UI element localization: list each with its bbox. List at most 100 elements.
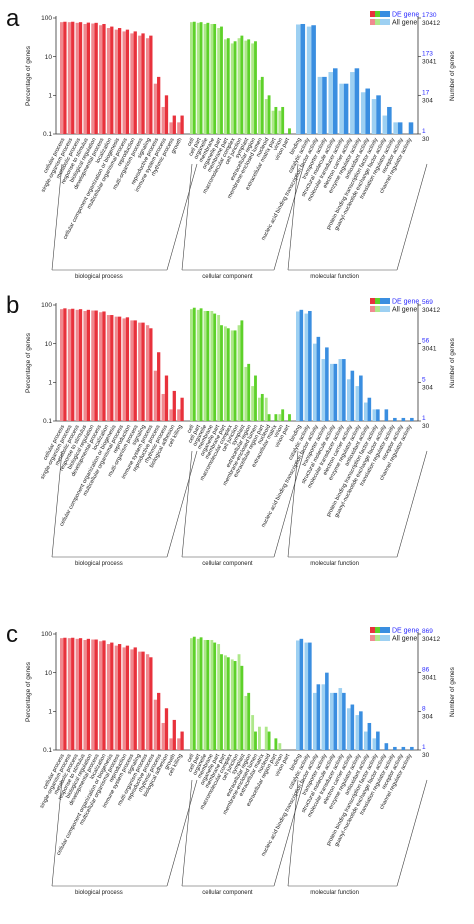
bar-de-gene (254, 731, 257, 750)
bar-all-gene (278, 110, 282, 134)
legend-swatch-de (375, 627, 380, 633)
bar-all-gene (258, 397, 261, 421)
bar-de-gene (384, 409, 389, 421)
bar-all-gene (371, 99, 377, 134)
bar-all-gene (169, 409, 173, 421)
bar-all-gene (122, 318, 126, 421)
right-tick-label-all: 304 (422, 384, 433, 391)
right-tick-label-de: 869 (422, 628, 433, 635)
bar-de-gene (333, 692, 338, 750)
legend-label-de: DE gene (392, 628, 419, 635)
bar-de-gene (172, 115, 176, 134)
legend-swatch-de (380, 11, 385, 17)
bar-de-gene (359, 375, 363, 421)
bar-all-gene (138, 35, 142, 135)
bar-de-gene (354, 68, 360, 134)
bar-de-gene (192, 307, 196, 421)
group-bracket-side (51, 779, 63, 887)
bar-all-gene (203, 23, 207, 135)
bar-all-gene (237, 654, 241, 750)
legend-swatch-de (370, 11, 375, 17)
bar-de-gene (393, 746, 397, 750)
legend-swatch-de (375, 298, 380, 304)
bar-de-gene (401, 417, 406, 421)
bar-de-gene (325, 347, 329, 421)
group-label: molecular function (310, 561, 359, 567)
legend-swatch-de (370, 627, 375, 633)
left-tick-label: 10 (45, 341, 53, 348)
legend-swatch-all (380, 19, 385, 25)
legend-swatch-all (385, 19, 390, 25)
bar-all-gene (196, 22, 200, 135)
bar-all-gene (83, 23, 87, 135)
bar-all-gene (130, 320, 134, 421)
bar-all-gene (177, 409, 181, 421)
legend-swatch-de (385, 298, 390, 304)
panel-letter: c (6, 621, 18, 648)
bar-all-gene (237, 325, 241, 421)
bar-de-gene (376, 731, 380, 750)
bar-de-gene (350, 704, 355, 750)
bar-de-gene (254, 41, 257, 135)
legend-label-all: All gene (392, 20, 417, 27)
bar-all-gene (251, 715, 255, 750)
right-tick-label-all: 3041 (422, 59, 437, 66)
bar-all-gene (338, 359, 343, 421)
bar-de-gene (172, 719, 176, 750)
bar-de-gene (125, 645, 130, 750)
bar-all-gene (321, 684, 326, 750)
group-bracket-side (51, 163, 63, 271)
bar-de-gene (281, 409, 285, 421)
bar-de-gene (316, 336, 321, 421)
bar-all-gene (296, 24, 301, 135)
bar-all-gene (83, 639, 87, 750)
group-label: cellular component (202, 274, 253, 280)
bar-all-gene (258, 726, 261, 750)
bar-de-gene (274, 738, 278, 750)
right-axis-label: Number of genes (449, 50, 456, 101)
bar-all-gene (203, 639, 207, 750)
bar-de-gene (233, 330, 237, 421)
bar-de-gene (86, 22, 90, 134)
right-tick-label-all: 3041 (422, 675, 437, 682)
group-bracket-side (181, 163, 193, 271)
bar-all-gene (67, 309, 72, 421)
bar-de-gene (401, 746, 406, 750)
bar-de-gene (206, 639, 210, 750)
bar-all-gene (304, 642, 309, 750)
bar-all-gene (91, 310, 95, 421)
bar-de-gene (199, 637, 203, 750)
bar-all-gene (264, 397, 268, 421)
bar-all-gene (75, 309, 79, 421)
bar-de-gene (192, 21, 196, 135)
bar-de-gene (199, 22, 203, 135)
bar-all-gene (99, 312, 103, 421)
group-bracket-side (166, 779, 198, 887)
right-tick-label-all: 30412 (422, 307, 440, 314)
bar-all-gene (237, 38, 241, 134)
bar-all-gene (122, 31, 126, 134)
bar-all-gene (393, 122, 398, 134)
legend-label-all: All gene (392, 307, 417, 314)
bar-all-gene (161, 106, 165, 134)
left-tick-label: 1 (48, 709, 52, 716)
legend-swatch-all (370, 635, 375, 641)
bar-all-gene (264, 99, 268, 134)
bar-de-gene (63, 308, 67, 421)
right-tick-label-all: 30412 (422, 636, 440, 643)
bar-all-gene (251, 43, 255, 134)
bar-de-gene (240, 665, 244, 750)
bar-all-gene (161, 722, 165, 750)
bar-all-gene (224, 326, 227, 421)
panel-letter: a (6, 5, 20, 32)
bar-de-gene (157, 76, 161, 134)
bar-de-gene (393, 417, 397, 421)
bar-all-gene (190, 309, 193, 421)
bar-de-gene (133, 320, 137, 421)
left-axis-label: Percentage of genes (25, 332, 32, 393)
bar-all-gene (130, 649, 134, 750)
bar-de-gene (180, 115, 184, 134)
group-bracket-side (273, 779, 305, 887)
bar-de-gene (299, 309, 304, 421)
